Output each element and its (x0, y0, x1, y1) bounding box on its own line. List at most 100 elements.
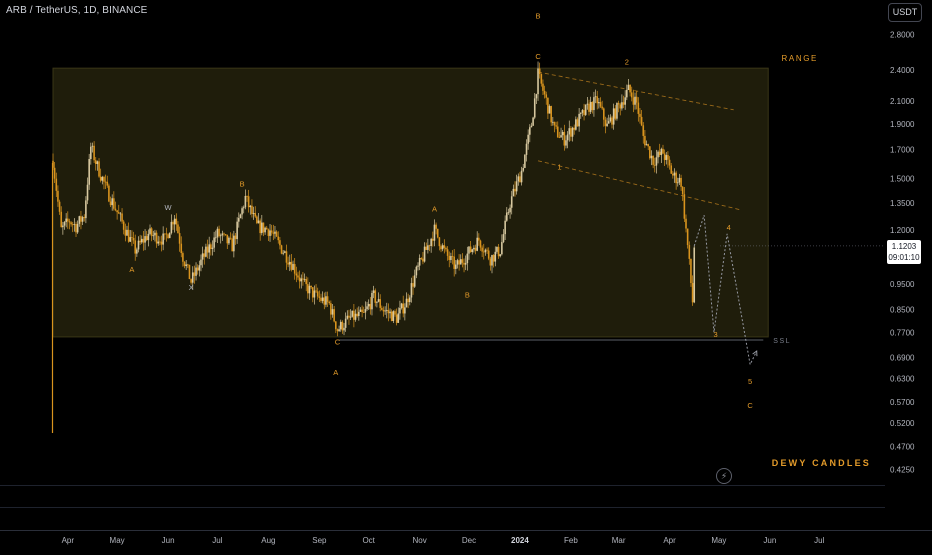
candle[interactable] (139, 234, 141, 246)
candle[interactable] (519, 171, 521, 183)
candle[interactable] (685, 214, 687, 233)
candle[interactable] (152, 230, 155, 240)
candle[interactable] (670, 162, 673, 174)
candle[interactable] (65, 213, 67, 228)
candle[interactable] (126, 225, 128, 236)
candle[interactable] (233, 230, 235, 258)
candle[interactable] (422, 251, 424, 265)
candle[interactable] (387, 303, 390, 322)
candle[interactable] (599, 97, 602, 109)
candle[interactable] (257, 212, 260, 224)
candle[interactable] (537, 61, 539, 101)
candle[interactable] (369, 297, 372, 315)
candle[interactable] (542, 79, 544, 96)
candle[interactable] (236, 217, 238, 244)
candle[interactable] (573, 124, 576, 135)
candle[interactable] (234, 232, 237, 245)
candle[interactable] (57, 185, 59, 207)
candle[interactable] (94, 157, 97, 171)
candle[interactable] (66, 211, 69, 229)
candle[interactable] (157, 235, 160, 246)
candle[interactable] (362, 306, 365, 313)
candle[interactable] (486, 247, 488, 255)
candle[interactable] (497, 243, 500, 259)
candle[interactable] (630, 86, 633, 102)
candle[interactable] (604, 116, 607, 134)
candle[interactable] (389, 308, 391, 319)
candle[interactable] (433, 219, 436, 247)
candle[interactable] (691, 275, 694, 306)
candle[interactable] (63, 221, 66, 230)
candle[interactable] (288, 254, 291, 272)
candle[interactable] (578, 108, 580, 132)
candle[interactable] (473, 245, 475, 253)
candle[interactable] (673, 168, 676, 183)
candle[interactable] (200, 254, 202, 272)
candle[interactable] (270, 224, 273, 236)
candle[interactable] (635, 91, 638, 110)
candle[interactable] (295, 266, 298, 283)
candle[interactable] (323, 292, 326, 310)
candle[interactable] (210, 242, 212, 256)
candle[interactable] (514, 181, 516, 197)
candle[interactable] (206, 239, 209, 259)
candle[interactable] (134, 234, 137, 261)
candle[interactable] (90, 142, 92, 165)
candle[interactable] (647, 143, 649, 151)
candle[interactable] (678, 173, 681, 186)
candle[interactable] (359, 307, 362, 313)
candle[interactable] (124, 223, 127, 242)
candle[interactable] (690, 258, 692, 287)
candle[interactable] (275, 230, 278, 237)
candle[interactable] (168, 232, 171, 239)
candle[interactable] (612, 103, 615, 130)
candle[interactable] (576, 117, 579, 127)
candle[interactable] (397, 307, 400, 323)
candle[interactable] (560, 127, 562, 138)
candle[interactable] (622, 95, 625, 109)
candle[interactable] (71, 221, 74, 233)
candle[interactable] (122, 219, 125, 235)
candle[interactable] (211, 240, 214, 256)
candle[interactable] (520, 166, 523, 186)
candle[interactable] (662, 144, 664, 154)
candle[interactable] (73, 218, 76, 232)
candle[interactable] (432, 231, 434, 247)
candle[interactable] (341, 320, 344, 334)
candle[interactable] (614, 105, 617, 121)
candle[interactable] (351, 310, 354, 318)
candle[interactable] (277, 231, 280, 244)
candle[interactable] (188, 264, 191, 280)
candle[interactable] (371, 290, 373, 316)
candle[interactable] (214, 230, 217, 243)
candle[interactable] (619, 102, 622, 116)
candle[interactable] (344, 312, 347, 332)
candle[interactable] (280, 244, 283, 255)
candle[interactable] (606, 117, 608, 127)
candle[interactable] (229, 232, 232, 240)
candle[interactable] (487, 247, 490, 261)
candle[interactable] (558, 131, 561, 139)
candle[interactable] (223, 232, 225, 237)
candle[interactable] (162, 226, 164, 251)
candle[interactable] (461, 253, 464, 268)
candle[interactable] (221, 230, 224, 241)
candle[interactable] (53, 161, 56, 183)
candle[interactable] (103, 175, 105, 190)
candle[interactable] (593, 91, 595, 117)
candle[interactable] (621, 94, 623, 111)
candle[interactable] (224, 234, 227, 236)
candle[interactable] (385, 302, 388, 319)
candle[interactable] (254, 206, 257, 219)
candle[interactable] (555, 121, 557, 130)
candle[interactable] (583, 103, 585, 121)
candle[interactable] (244, 189, 247, 210)
candle[interactable] (466, 246, 469, 271)
candle[interactable] (239, 213, 242, 219)
candle[interactable] (85, 196, 87, 224)
candle[interactable] (440, 244, 442, 253)
candle[interactable] (190, 278, 192, 285)
candle[interactable] (198, 260, 201, 277)
candle[interactable] (328, 300, 331, 305)
